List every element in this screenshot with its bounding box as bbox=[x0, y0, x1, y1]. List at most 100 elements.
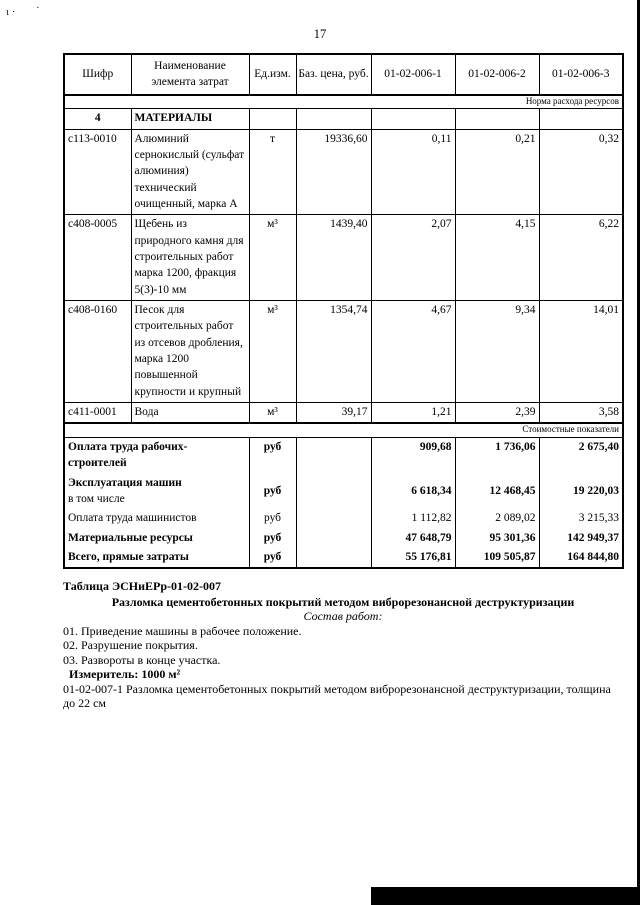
cell-value-2: 2 089,02 bbox=[454, 509, 540, 529]
cell-value-1: 55 176,81 bbox=[370, 547, 456, 569]
cell-code: с408-0160 bbox=[63, 299, 132, 403]
cell-value-2: 109 505,87 bbox=[454, 547, 540, 569]
cell-price: 39,17 bbox=[295, 401, 372, 424]
table-row: с113-0010 Алюминий сернокислый (сульфат … bbox=[63, 128, 624, 216]
cell-name: Песок для строительных работ из отсевов … bbox=[130, 299, 250, 403]
cell-code: с113-0010 bbox=[63, 128, 132, 216]
cell-code: с408-0005 bbox=[63, 214, 132, 301]
meter-label: Измеритель: 1000 м² bbox=[69, 667, 181, 682]
cell-value-1: 1 112,82 bbox=[370, 509, 456, 529]
band-label: Норма расхода ресурсов bbox=[64, 94, 623, 110]
cell-value-2: 4,15 bbox=[454, 214, 540, 301]
table-row: с408-0005 Щебень из природного камня для… bbox=[63, 214, 624, 301]
cell-value-1: 4,67 bbox=[370, 299, 456, 403]
cell-unit: руб bbox=[248, 509, 297, 529]
col-header-norm-1: 01-02-006-1 bbox=[370, 53, 456, 96]
works-label: Состав работ: bbox=[303, 609, 383, 624]
work-item: 02. Разрушение покрытия. bbox=[63, 638, 198, 653]
cell-price bbox=[295, 528, 372, 548]
cell-code: с411-0001 bbox=[63, 401, 132, 424]
cell-value-2: 1 736,06 bbox=[454, 437, 540, 474]
work-item: 03. Развороты в конце участка. bbox=[63, 652, 221, 667]
cell-price: 1439,40 bbox=[295, 214, 372, 301]
table-row: Всего, прямые затраты руб 55 176,81 109 … bbox=[63, 547, 624, 569]
cell-unit: руб bbox=[248, 437, 297, 474]
section-band-costs: Стоимостные показатели bbox=[64, 422, 623, 438]
table-row: с408-0160 Песок для строительных работ и… bbox=[63, 299, 624, 403]
cell-cost-name: Оплата труда рабочих-строителей bbox=[63, 437, 250, 474]
scan-artifact-edge bbox=[637, 0, 640, 905]
table-row: Оплата труда машинистов руб 1 112,82 2 0… bbox=[63, 509, 624, 529]
cell-name: Вода bbox=[130, 401, 250, 424]
cell-value-1 bbox=[370, 108, 456, 130]
col-header-price: Баз. цена, руб. bbox=[295, 53, 372, 96]
table-label: Таблица ЭСНиЕРр-01-02-007 bbox=[63, 579, 222, 594]
cell-value-1: 6 618,34 bbox=[370, 473, 456, 510]
page-number: 17 bbox=[313, 27, 327, 41]
cell-value-3: 19 220,03 bbox=[538, 473, 624, 510]
cell-code: 4 bbox=[63, 108, 132, 130]
scan-artifact-mark: ι · bbox=[6, 6, 16, 18]
cell-value-1: 47 648,79 bbox=[370, 528, 456, 548]
table-row: Материальные ресурсы руб 47 648,79 95 30… bbox=[63, 528, 624, 548]
cost-row-subtitle: в том числе bbox=[68, 492, 125, 505]
cell-unit bbox=[248, 108, 297, 130]
table-row: с411-0001 Вода м³ 39,17 1,21 2,39 3,58 bbox=[63, 401, 624, 424]
cell-value-3: 14,01 bbox=[538, 299, 624, 403]
cell-price bbox=[295, 509, 372, 529]
cell-price bbox=[295, 108, 372, 130]
cell-name: МАТЕРИАЛЫ bbox=[130, 108, 250, 130]
col-header-unit: Ед.изм. bbox=[248, 53, 297, 96]
section-band-resources: Норма расхода ресурсов bbox=[64, 94, 623, 110]
table-header-row: Шифр Наименование элемента затрат Ед.изм… bbox=[63, 53, 624, 96]
col-header-norm-2: 01-02-006-2 bbox=[454, 53, 540, 96]
cell-unit: руб bbox=[248, 528, 297, 548]
cell-value-1: 0,11 bbox=[370, 128, 456, 216]
cell-value-2: 9,34 bbox=[454, 299, 540, 403]
cell-value-3: 3 215,33 bbox=[538, 509, 624, 529]
norm-description: 01-02-007-1 Разломка цементобетонных пок… bbox=[63, 681, 611, 711]
cell-price: 1354,74 bbox=[295, 299, 372, 403]
cell-unit: руб bbox=[248, 547, 297, 569]
cell-unit: м³ bbox=[248, 299, 297, 403]
cell-value-3 bbox=[538, 108, 624, 130]
cell-price: 19336,60 bbox=[295, 128, 372, 216]
cell-price bbox=[295, 473, 372, 510]
cell-unit: м³ bbox=[248, 401, 297, 424]
table-row: Эксплуатация машин в том числе руб 6 618… bbox=[63, 473, 624, 510]
cell-value-2: 2,39 bbox=[454, 401, 540, 424]
cell-value-2: 12 468,45 bbox=[454, 473, 540, 510]
col-header-code: Шифр bbox=[63, 53, 132, 96]
cell-value-3: 0,32 bbox=[538, 128, 624, 216]
cell-unit: руб bbox=[248, 473, 297, 510]
cell-value-3: 6,22 bbox=[538, 214, 624, 301]
table-row: 4 МАТЕРИАЛЫ bbox=[63, 108, 624, 130]
col-header-name: Наименование элемента затрат bbox=[130, 53, 250, 96]
work-item: 01. Приведение машины в рабочее положени… bbox=[63, 623, 302, 638]
cell-cost-name: Всего, прямые затраты bbox=[63, 547, 250, 569]
table-row: Оплата труда рабочих-строителей руб 909,… bbox=[63, 437, 624, 474]
cell-value-3: 164 844,80 bbox=[538, 547, 624, 569]
cell-value-1: 1,21 bbox=[370, 401, 456, 424]
table-title: Разломка цементобетонных покрытий методо… bbox=[111, 594, 575, 609]
cell-value-1: 2,07 bbox=[370, 214, 456, 301]
cell-value-3: 3,58 bbox=[538, 401, 624, 424]
cell-name: Алюминий сернокислый (сульфат алюминия) … bbox=[130, 128, 250, 216]
col-header-norm-3: 01-02-006-3 bbox=[538, 53, 624, 96]
resource-cost-table: Шифр Наименование элемента затрат Ед.изм… bbox=[63, 53, 624, 570]
cell-value-2: 95 301,36 bbox=[454, 528, 540, 548]
cell-price bbox=[295, 437, 372, 474]
cell-value-2: 0,21 bbox=[454, 128, 540, 216]
cell-cost-name: Оплата труда машинистов bbox=[63, 509, 250, 529]
band-label: Стоимостные показатели bbox=[64, 422, 623, 438]
cost-row-title: Эксплуатация машин bbox=[68, 476, 182, 489]
cell-value-3: 2 675,40 bbox=[538, 437, 624, 474]
scan-artifact-mark: · bbox=[36, 2, 40, 14]
cell-unit: м³ bbox=[248, 214, 297, 301]
cell-value-2 bbox=[454, 108, 540, 130]
scan-artifact-bar bbox=[371, 887, 640, 905]
cell-value-3: 142 949,37 bbox=[538, 528, 624, 548]
cell-cost-name: Материальные ресурсы bbox=[63, 528, 250, 548]
cell-cost-name: Эксплуатация машин в том числе bbox=[63, 473, 250, 510]
after-table-text: Таблица ЭСНиЕРр-01-02-007 Разломка цемен… bbox=[63, 579, 623, 711]
